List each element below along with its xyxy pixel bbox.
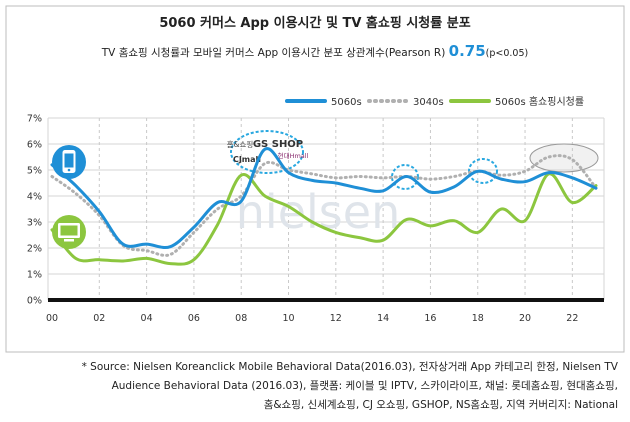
- smartphone-icon: [52, 145, 86, 179]
- y-tick-label: 1%: [27, 270, 42, 281]
- x-tick-label: 22: [566, 313, 578, 324]
- peak-highlight-dusk: [468, 158, 498, 184]
- peak-highlight-evening: [230, 130, 304, 174]
- x-tick-label: 06: [188, 313, 200, 324]
- tv-icon: [52, 215, 86, 249]
- legend-label: 5060s: [331, 97, 362, 108]
- p-value: (p<0.05): [485, 48, 529, 59]
- y-tick-label: 6%: [27, 140, 42, 151]
- tv-stand: [64, 239, 74, 242]
- source-footnote: * Source: Nielsen Koreanclick Mobile Beh…: [8, 358, 618, 415]
- x-tick-label: 04: [141, 313, 153, 324]
- x-tick-label: 10: [282, 313, 294, 324]
- tv-screen: [60, 225, 78, 236]
- smartphone-screen: [64, 153, 74, 168]
- x-tick-label: 20: [519, 313, 531, 324]
- legend-label: 5060s 홈쇼핑시청률: [495, 95, 584, 108]
- footnote-line: 홈&쇼핑, 신세계쇼핑, CJ 오쇼핑, GSHOP, NS홈쇼핑, 지역 커버…: [263, 399, 618, 411]
- shopping-channel-logo: 홈&쇼핑: [227, 139, 254, 149]
- peak-highlight-afternoon: [391, 164, 419, 190]
- series-5060s: [50, 147, 598, 250]
- chart-subtitle: TV 홈쇼핑 시청률과 모바일 커머스 App 이용시간 분포 상관계수(Pea…: [0, 42, 630, 60]
- grid-layer: [47, 117, 605, 300]
- highlight-layer: [230, 130, 599, 190]
- y-tick-label: 4%: [27, 192, 42, 203]
- series-5060s-tv-shopping: [50, 172, 598, 266]
- shopping-channel-logo: 현대Hmall: [278, 152, 309, 160]
- peak-highlight-night: [529, 143, 599, 173]
- x-tick-label: 14: [377, 313, 389, 324]
- axis-layer: 0% 1% 2% 3% 4% 5% 6% 7% 00 02 04 06 08 10 12 14 16 18 20 22: [27, 114, 604, 324]
- y-tick-label: 2%: [27, 244, 42, 255]
- correlation-value: 0.75: [448, 42, 486, 60]
- shopping-channel-logo: CJmall: [233, 155, 261, 164]
- legend: 5060s 3040s 5060s 홈쇼핑시청률: [285, 95, 584, 108]
- y-tick-label: 7%: [27, 114, 42, 125]
- shopping-channel-logo: GS SHOP: [253, 139, 303, 150]
- x-tick-label: 08: [235, 313, 247, 324]
- smartphone-button: [67, 168, 71, 172]
- series-3040s: [50, 154, 598, 257]
- outer-border: [5, 5, 625, 353]
- chart-title: 5060 커머스 App 이용시간 및 TV 홈쇼핑 시청률 분포: [159, 16, 471, 31]
- y-tick-label: 5%: [27, 166, 42, 177]
- x-tick-label: 18: [472, 313, 484, 324]
- logo-layer: 홈&쇼핑 GS SHOP 현대Hmall CJmall: [227, 139, 309, 164]
- y-tick-label: 3%: [27, 218, 42, 229]
- footnote-line: * Source: Nielsen Koreanclick Mobile Beh…: [81, 361, 618, 373]
- x-tick-label: 16: [424, 313, 436, 324]
- footnote-line: Audience Behavioral Data (2016.03), 플랫폼:…: [111, 380, 618, 392]
- y-tick-label: 0%: [27, 296, 42, 307]
- x-tick-label: 00: [46, 313, 58, 324]
- legend-label: 3040s: [413, 97, 444, 108]
- subtitle-text: TV 홈쇼핑 시청률과 모바일 커머스 App 이용시간 분포 상관계수(Pea…: [101, 47, 446, 59]
- x-tick-label: 12: [330, 313, 342, 324]
- x-tick-label: 02: [93, 313, 105, 324]
- icon-layer: [52, 145, 86, 249]
- series-layer: [50, 147, 598, 266]
